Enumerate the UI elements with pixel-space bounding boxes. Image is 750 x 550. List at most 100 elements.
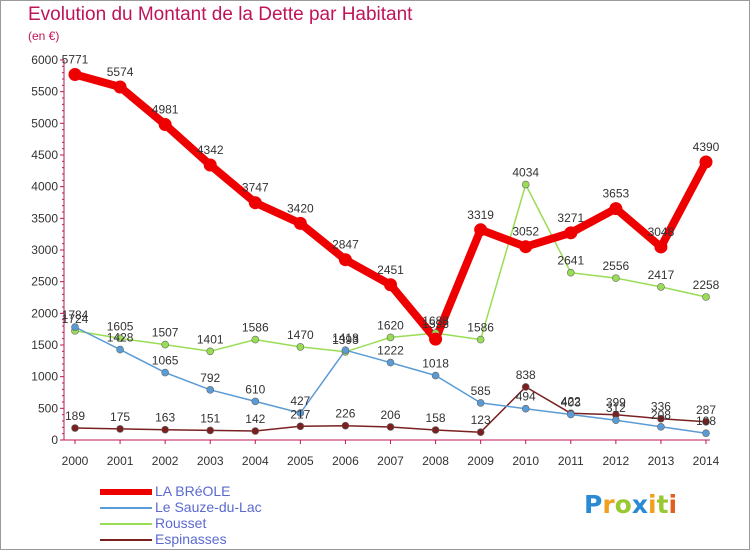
legend: LA BRéOLE Le Sauze-du-Lac Rousset Espina… xyxy=(100,483,400,548)
data-point xyxy=(206,426,215,435)
data-point xyxy=(564,226,578,240)
data-point xyxy=(612,416,620,425)
x-tick-label: 2005 xyxy=(287,454,314,468)
data-point xyxy=(566,268,575,277)
legend-item: LA BRéOLE xyxy=(100,483,400,500)
data-label: 287 xyxy=(696,403,716,417)
data-label: 336 xyxy=(651,400,671,414)
y-tick-label: 6000 xyxy=(31,53,58,67)
y-tick-label: 2500 xyxy=(31,275,58,289)
x-tick-label: 2008 xyxy=(422,454,449,468)
data-label: 1688 xyxy=(422,314,449,328)
y-tick-label: 1500 xyxy=(31,338,58,352)
data-point xyxy=(113,80,127,94)
data-point xyxy=(206,386,215,394)
data-label: 1401 xyxy=(197,332,224,346)
series-points xyxy=(68,68,713,437)
data-point xyxy=(251,427,260,435)
legend-item: Espinasses xyxy=(100,531,400,548)
data-label: 158 xyxy=(426,411,446,425)
data-label: 123 xyxy=(471,413,491,427)
data-point xyxy=(702,418,710,426)
data-label: 4981 xyxy=(152,103,179,117)
data-label: 422 xyxy=(561,394,581,408)
data-label: 1222 xyxy=(377,344,404,358)
data-label: 1507 xyxy=(152,326,179,340)
data-label: 494 xyxy=(516,390,536,404)
data-point xyxy=(612,274,620,282)
data-point xyxy=(521,180,530,189)
data-point xyxy=(429,332,443,346)
data-label: 4034 xyxy=(512,166,539,180)
data-label: 5574 xyxy=(107,65,134,79)
data-label: 1593 xyxy=(422,317,449,331)
legend-label: Espinasses xyxy=(155,531,227,547)
x-tick-label: 2010 xyxy=(512,454,539,468)
data-label: 312 xyxy=(606,401,626,415)
chart-title: Evolution du Montant de la Dette par Hab… xyxy=(28,4,413,25)
proxiti-logo: Proxiti xyxy=(584,490,677,519)
data-point xyxy=(699,155,713,169)
data-label: 208 xyxy=(651,408,671,422)
data-label: 3319 xyxy=(467,208,494,222)
logo-letter: i xyxy=(668,490,678,519)
legend-swatch xyxy=(100,507,152,509)
logo-letter: t xyxy=(656,490,669,519)
data-label: 226 xyxy=(335,407,355,421)
data-label: 3420 xyxy=(287,201,314,215)
data-label: 1418 xyxy=(332,331,359,345)
data-label: 1018 xyxy=(422,357,449,371)
data-point xyxy=(68,68,82,82)
data-label: 2847 xyxy=(332,238,359,252)
y-tick-label: 3500 xyxy=(31,211,58,225)
data-point xyxy=(431,426,440,434)
data-label: 1393 xyxy=(332,333,359,347)
data-label: 2556 xyxy=(603,259,630,273)
x-tick-label: 2007 xyxy=(377,454,404,468)
legend-label: Le Sauze-du-Lac xyxy=(155,499,262,515)
data-point xyxy=(338,253,352,267)
data-point xyxy=(203,158,217,172)
y-tick-label: 4000 xyxy=(31,180,58,194)
data-point xyxy=(116,334,124,343)
axes: 0 500 1000 1500 2000 2500 3000 3500 4000 4500 5000… xyxy=(31,53,719,468)
x-tick-label: 2012 xyxy=(603,454,630,468)
data-point xyxy=(476,335,485,344)
data-point xyxy=(609,202,623,216)
data-point xyxy=(161,368,169,377)
data-label: 1724 xyxy=(62,312,89,326)
data-point xyxy=(566,410,575,419)
y-tick-label: 1000 xyxy=(31,370,58,384)
x-tick-label: 2003 xyxy=(197,454,224,468)
x-tick-label: 2013 xyxy=(648,454,675,468)
data-point xyxy=(519,240,533,254)
x-tick-label: 2001 xyxy=(107,454,134,468)
legend-swatch xyxy=(100,523,152,525)
data-label: 1586 xyxy=(467,321,494,335)
data-label: 2451 xyxy=(377,263,404,277)
data-label: 403 xyxy=(561,395,581,409)
data-label: 175 xyxy=(110,410,130,424)
data-label: 1620 xyxy=(377,318,404,332)
x-tick-label: 2004 xyxy=(242,454,269,468)
data-point xyxy=(161,425,169,434)
data-label: 399 xyxy=(606,396,626,410)
data-label: 610 xyxy=(245,382,265,396)
data-point xyxy=(521,404,530,413)
legend-label: LA BRéOLE xyxy=(155,483,231,499)
data-point xyxy=(702,429,710,437)
x-tick-label: 2014 xyxy=(693,454,720,468)
data-point xyxy=(71,424,79,432)
data-label: 142 xyxy=(245,412,265,426)
logo-letter: r xyxy=(602,490,615,519)
data-point xyxy=(657,414,665,423)
data-point xyxy=(116,425,124,433)
data-label: 151 xyxy=(200,411,220,425)
data-point xyxy=(206,347,215,356)
data-label: 3747 xyxy=(242,181,269,195)
data-label: 1586 xyxy=(242,321,269,335)
data-label: 1784 xyxy=(62,308,89,322)
data-point xyxy=(521,383,530,391)
data-label: 4342 xyxy=(197,143,224,157)
